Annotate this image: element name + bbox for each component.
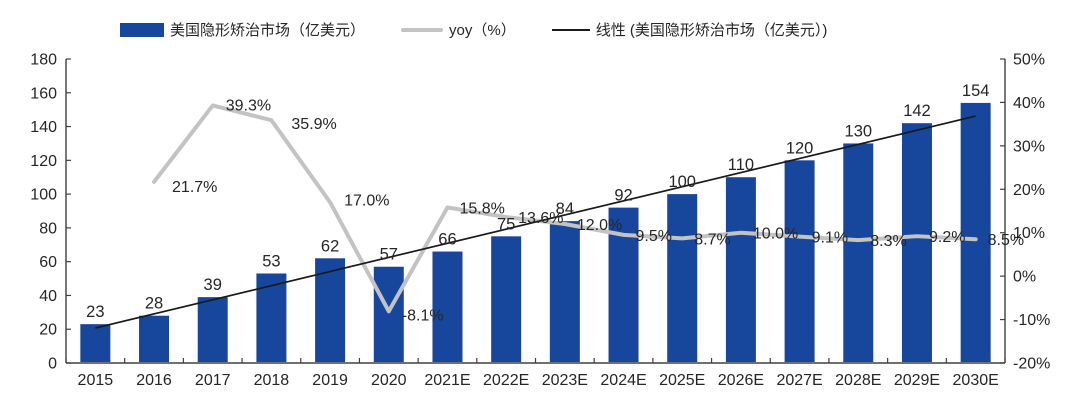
left-tick-label: 180 — [30, 52, 57, 69]
x-category-label: 2015 — [78, 372, 114, 389]
left-tick-label: 160 — [30, 85, 57, 102]
yoy-value-label: 13.6% — [518, 210, 563, 227]
left-tick-label: 60 — [39, 254, 57, 271]
legend-item-market: 美国隐形矫治市场（亿美元） — [120, 19, 365, 40]
yoy-value-label: 8.5% — [988, 232, 1024, 249]
right-tick-label: 50% — [1013, 52, 1045, 69]
line-swatch-icon — [401, 27, 444, 32]
x-category-label: 2022E — [483, 372, 529, 389]
left-tick-label: 140 — [30, 119, 57, 136]
bar — [432, 251, 463, 362]
x-category-label: 2020 — [371, 372, 407, 389]
bar — [80, 324, 111, 362]
x-category-label: 2016 — [136, 372, 172, 389]
yoy-value-label: 21.7% — [172, 179, 217, 196]
yoy-value-label: 8.7% — [694, 231, 730, 248]
x-category-label: 2030E — [953, 372, 999, 389]
bar-value-label: 23 — [86, 303, 104, 321]
x-category-label: 2029E — [894, 372, 940, 389]
left-tick-label: 120 — [30, 153, 57, 170]
legend-item-linear: 线性 (美国隐形矫治市场（亿美元）) — [551, 19, 828, 40]
bar-value-label: 66 — [438, 231, 456, 249]
legend-label-yoy: yoy（%） — [449, 22, 516, 39]
yoy-value-label: 39.3% — [226, 97, 271, 114]
x-category-label: 2028E — [835, 372, 881, 389]
bar — [373, 266, 404, 362]
right-tick-label: 20% — [1013, 182, 1045, 199]
x-category-label: 2023E — [542, 372, 588, 389]
right-tick-label: 30% — [1013, 138, 1045, 155]
bar — [901, 123, 932, 362]
bar-value-label: 62 — [321, 237, 339, 255]
bar — [784, 160, 815, 362]
bar — [491, 236, 522, 362]
bar-value-label: 53 — [262, 252, 280, 270]
bar — [843, 143, 874, 362]
trendline-swatch-icon — [551, 28, 590, 31]
yoy-value-label: 15.8% — [459, 201, 504, 218]
bar-value-label: 57 — [380, 246, 398, 264]
legend-label-market: 美国隐形矫治市场（亿美元） — [170, 22, 366, 39]
bar — [960, 102, 991, 363]
left-tick-label: 20 — [39, 322, 57, 339]
bar — [549, 221, 580, 362]
x-category-label: 2024E — [600, 372, 646, 389]
bar — [256, 273, 287, 362]
x-category-label: 2027E — [776, 372, 822, 389]
bar-swatch-icon — [120, 22, 164, 37]
x-category-label: 2021E — [424, 372, 470, 389]
yoy-value-label: 9.1% — [812, 230, 848, 247]
bar — [315, 258, 346, 362]
yoy-line — [152, 103, 978, 314]
bar-value-label: 142 — [903, 102, 931, 120]
yoy-value-label: 17.0% — [344, 192, 389, 209]
trend-line — [95, 115, 976, 329]
yoy-value-label: 10.0% — [753, 226, 798, 243]
legend-item-yoy: yoy（%） — [401, 19, 516, 40]
bar-value-label: 39 — [204, 276, 222, 294]
bar — [197, 297, 228, 362]
right-tick-label: 10% — [1013, 225, 1045, 242]
bar-value-label: 110 — [728, 156, 754, 174]
right-tick-label: -10% — [1013, 312, 1050, 329]
bar-value-label: 75 — [497, 215, 515, 233]
bar — [667, 194, 698, 362]
bar-value-label: 28 — [145, 295, 163, 313]
yoy-value-label: 9.5% — [636, 228, 672, 245]
bar-value-label: 84 — [556, 200, 574, 218]
yoy-value-label: -8.1% — [402, 307, 444, 324]
right-tick-label: 0% — [1013, 269, 1036, 286]
x-category-label: 2025E — [659, 372, 705, 389]
right-tick-label: 40% — [1013, 95, 1045, 112]
bar-value-label: 100 — [668, 173, 696, 191]
left-tick-label: 80 — [39, 220, 57, 237]
x-category-label: 2019 — [312, 372, 348, 389]
yoy-value-label: 12.0% — [577, 217, 622, 234]
bar-value-label: 92 — [614, 187, 632, 205]
yoy-value-label: 35.9% — [291, 116, 336, 133]
yoy-value-label: 9.2% — [929, 229, 965, 246]
chart-legend: 美国隐形矫治市场（亿美元） yoy（%） 线性 (美国隐形矫治市场（亿美元）) — [120, 19, 827, 40]
x-category-label: 2017 — [195, 372, 231, 389]
left-tick-label: 0 — [48, 356, 57, 373]
x-category-label: 2018 — [254, 372, 290, 389]
bar-value-label: 154 — [962, 82, 990, 100]
yoy-value-label: 8.3% — [870, 233, 906, 250]
bar — [725, 177, 756, 362]
bar-value-label: 120 — [786, 139, 814, 157]
legend-label-linear: 线性 (美国隐形矫治市场（亿美元）) — [595, 22, 828, 39]
bar — [139, 315, 170, 362]
left-tick-label: 40 — [39, 288, 57, 305]
left-tick-label: 100 — [30, 187, 57, 204]
bar-value-label: 130 — [845, 122, 873, 140]
x-category-label: 2026E — [718, 372, 764, 389]
right-tick-label: -20% — [1013, 356, 1050, 373]
